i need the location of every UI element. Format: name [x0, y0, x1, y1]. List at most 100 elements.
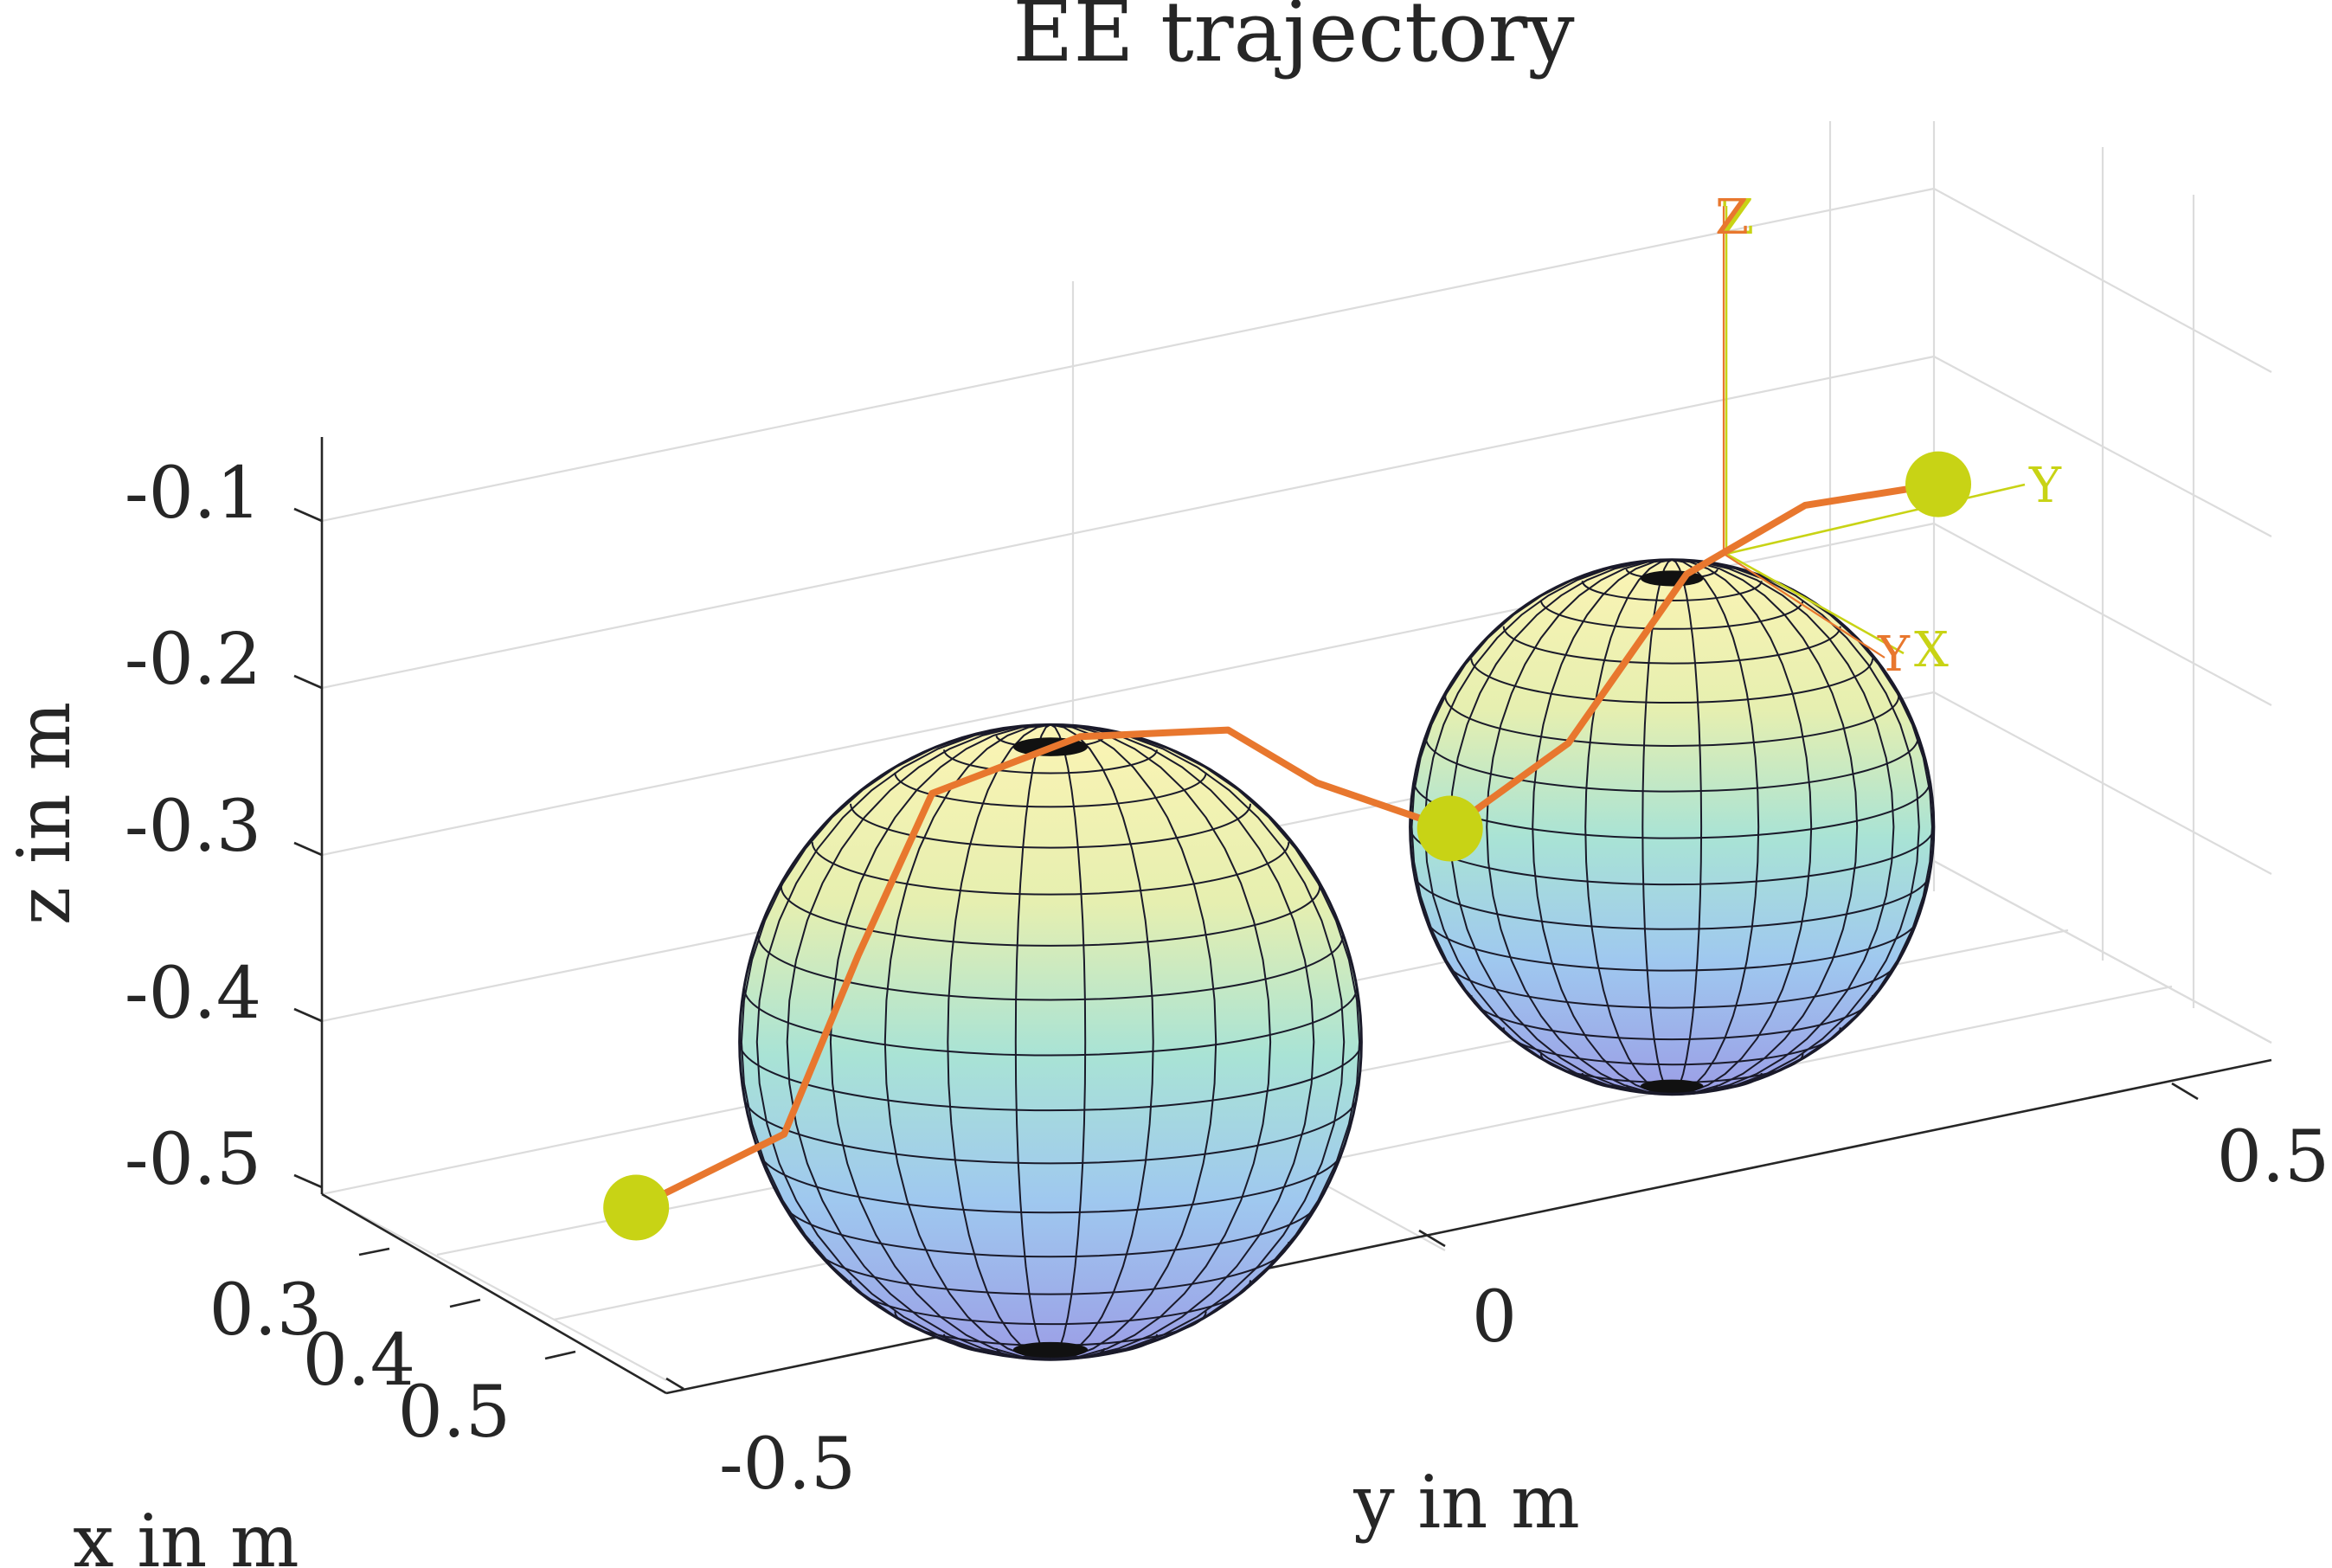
sphere-meridian [1672, 558, 1760, 1096]
z-tick-labels: -0.1 -0.2 -0.3 -0.4 -0.5 [125, 453, 261, 1201]
sphere-latitude [894, 772, 1207, 808]
z-tick-label: -0.5 [125, 1119, 261, 1201]
z-tick-mark [293, 841, 323, 857]
sphere-meridian [1050, 723, 1315, 1360]
sphere-latitude [1424, 916, 1919, 972]
sphere-latitude [738, 1042, 1363, 1112]
sphere-latitude [1470, 659, 1874, 704]
x-axis-line [321, 1192, 667, 1395]
z-tick-label: -0.1 [125, 453, 261, 535]
sphere-latitude [811, 842, 1290, 896]
frame-current-y-axis [1723, 553, 1886, 659]
sphere-meridian [1050, 723, 1346, 1360]
obstacle-spheres [738, 558, 1936, 1361]
sphere-latitude [1470, 995, 1874, 1040]
y-tick-labels: -0.5 0 0.5 [719, 1116, 2329, 1506]
sphere-latitude [743, 987, 1358, 1057]
sphere-latitude [1502, 626, 1841, 665]
obstacle-sphere [738, 723, 1363, 1361]
frame-target-y-axis [1725, 483, 2026, 556]
frame-target-x-axis [1725, 552, 1905, 655]
frame-target-z-label: Z [1720, 190, 1754, 246]
coordinate-frames: Z Z Y Y X [1715, 190, 2062, 683]
sphere-latitude [780, 1197, 1321, 1258]
y-tick-label: -0.5 [719, 1423, 856, 1506]
sphere-meridian [1532, 558, 1673, 1096]
sphere-meridian [755, 723, 1051, 1360]
y-axis-label: y in m [1352, 1460, 1579, 1545]
sphere-latitude [1539, 600, 1804, 630]
sphere-meridian [1050, 723, 1087, 1360]
z-tick-label: -0.4 [125, 953, 261, 1035]
sphere-latitude [743, 1096, 1358, 1165]
y-tick-mark [2171, 1082, 2199, 1101]
sphere-meridian [1050, 723, 1272, 1360]
sphere-meridian [1486, 558, 1673, 1096]
x-tick-label: 0.4 [303, 1320, 415, 1402]
x-tick-mark [544, 1350, 576, 1360]
sphere-meridian [829, 723, 1051, 1360]
grid-line [553, 985, 2173, 1321]
z-axis-label: z in m [2, 702, 87, 925]
sphere-meridian [1050, 723, 1154, 1360]
sphere-meridian [1050, 723, 1361, 1360]
y-axis-line [665, 1058, 2272, 1395]
z-tick-mark [293, 1173, 323, 1189]
grid-lines [321, 121, 2272, 1381]
sphere-meridian [1050, 723, 1217, 1360]
sphere-latitude [850, 803, 1251, 849]
x-tick-labels: 0.3 0.4 0.5 [209, 1269, 511, 1454]
sphere-latitude [757, 1147, 1344, 1214]
z-tick-mark [293, 507, 323, 523]
x-tick-mark [358, 1247, 390, 1256]
sphere-meridian [1672, 558, 1920, 1096]
waypoint-marker [603, 1174, 670, 1241]
sphere-latitude [1413, 872, 1931, 930]
z-tick-label: -0.3 [125, 786, 261, 868]
sphere-meridian [1671, 558, 1703, 1096]
y-tick-mark [1418, 1229, 1446, 1248]
obstacle-sphere [1409, 558, 1936, 1096]
grid-line [321, 355, 1935, 690]
z-tick-label: -0.2 [125, 619, 261, 701]
sphere-meridian [740, 723, 1051, 1360]
sphere-pole [1640, 1079, 1704, 1093]
sphere-latitude [1424, 737, 1919, 793]
sphere-meridian [1672, 558, 1859, 1096]
sphere-meridian [883, 723, 1051, 1360]
z-tick-mark [293, 1007, 323, 1023]
frame-current-y-label: Y [1877, 627, 1911, 683]
trajectory-line [633, 480, 1942, 1211]
sphere-latitude [757, 935, 1344, 1001]
x-tick-mark [449, 1298, 481, 1308]
sphere-latitude [1444, 696, 1900, 747]
x-tick-label: 0.5 [398, 1372, 511, 1454]
x-axis-label: x in m [73, 1499, 299, 1568]
y-tick-mark [665, 1377, 684, 1391]
sphere-meridian [1584, 558, 1673, 1096]
sphere-meridian [786, 723, 1051, 1360]
sphere-latitude [943, 1333, 1158, 1359]
frame-target-y-label: Y [2028, 458, 2062, 514]
waypoint-marker [1905, 451, 1971, 517]
sphere-latitude [811, 1242, 1290, 1295]
grid-line [1933, 860, 2272, 1044]
sphere-meridian [1672, 558, 1895, 1096]
sphere-meridian [1672, 558, 1813, 1096]
sphere-meridian [1410, 558, 1673, 1096]
grid-line [321, 187, 1935, 523]
trajectory-layer [603, 451, 1971, 1241]
frame-current-z-label: Z [1715, 190, 1749, 246]
x-tick-label: 0.3 [209, 1269, 322, 1352]
sphere-meridian [1641, 558, 1673, 1096]
y-tick-label: 0 [1472, 1276, 1517, 1359]
grid-line [321, 1193, 667, 1381]
waypoint-marker [1417, 795, 1483, 862]
sphere-latitude [1444, 957, 1900, 1009]
sphere-meridian [1014, 723, 1051, 1360]
z-tick-mark [293, 674, 323, 690]
y-tick-label: 0.5 [2217, 1116, 2329, 1198]
sphere-latitude [943, 749, 1158, 774]
chart-title: EE trajectory [1012, 0, 1574, 80]
